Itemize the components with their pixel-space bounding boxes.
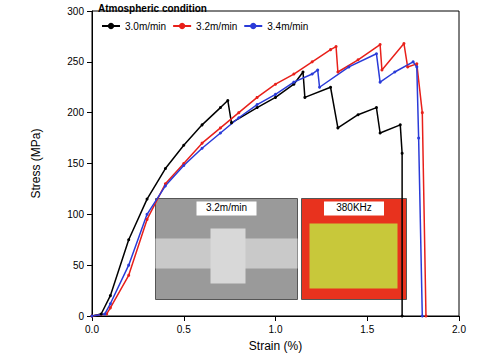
svg-text:250: 250 — [67, 56, 84, 67]
svg-text:150: 150 — [67, 158, 84, 169]
svg-text:0.0: 0.0 — [85, 324, 99, 335]
svg-text:3.0m/min: 3.0m/min — [125, 21, 166, 32]
svg-text:3.4m/min: 3.4m/min — [267, 21, 308, 32]
svg-text:0.5: 0.5 — [177, 324, 191, 335]
svg-text:100: 100 — [67, 209, 84, 220]
svg-text:1.5: 1.5 — [360, 324, 374, 335]
svg-text:1.0: 1.0 — [269, 324, 283, 335]
svg-text:300: 300 — [67, 6, 84, 17]
svg-text:3.2m/min: 3.2m/min — [206, 202, 247, 213]
svg-text:0: 0 — [78, 311, 84, 322]
svg-text:380KHz: 380KHz — [336, 202, 372, 213]
svg-text:Stress (MPa): Stress (MPa) — [29, 128, 43, 198]
svg-text:3.2m/min: 3.2m/min — [196, 21, 237, 32]
svg-text:Strain (%): Strain (%) — [249, 339, 302, 353]
svg-text:50: 50 — [73, 260, 85, 271]
svg-text:2.0: 2.0 — [452, 324, 466, 335]
svg-text:Atmospheric condition: Atmospheric condition — [98, 3, 207, 14]
svg-text:200: 200 — [67, 107, 84, 118]
